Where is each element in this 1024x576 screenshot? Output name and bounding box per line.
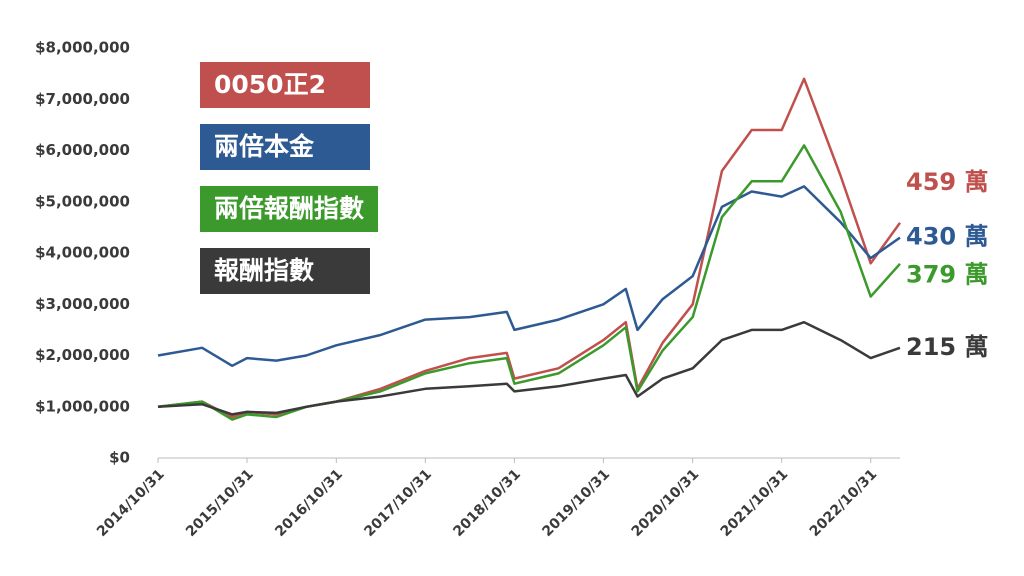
- y-tick-label: $6,000,000: [35, 141, 130, 159]
- x-tick-label: 2014/10/31: [94, 466, 168, 540]
- end-label: 430 萬: [906, 223, 988, 251]
- x-tick-label: 2018/10/31: [450, 466, 524, 540]
- legend-label: 兩倍本金: [214, 132, 315, 161]
- end-label: 215 萬: [906, 333, 988, 361]
- series-line: [157, 320, 901, 416]
- x-tick-label: 2015/10/31: [183, 466, 257, 540]
- legend-label: 0050正2: [214, 70, 326, 99]
- x-tick-label: 2022/10/31: [807, 466, 881, 540]
- y-tick-label: $2,000,000: [35, 346, 130, 364]
- series-line: [157, 185, 901, 368]
- y-tick-label: $0: [109, 449, 130, 467]
- legend-label: 報酬指數: [214, 256, 314, 285]
- legend-box: [200, 248, 370, 294]
- x-tick-label: 2016/10/31: [272, 466, 346, 540]
- legend-item: 兩倍報酬指數: [200, 186, 379, 232]
- legend-item: 0050正2: [200, 62, 370, 108]
- end-label: 379 萬: [906, 261, 988, 289]
- y-tick-label: $5,000,000: [35, 192, 130, 210]
- y-tick-label: $8,000,000: [35, 39, 130, 57]
- x-tick-label: 2021/10/31: [718, 466, 792, 540]
- y-tick-label: $1,000,000: [35, 397, 130, 415]
- legend-label: 兩倍報酬指數: [214, 194, 364, 223]
- x-tick-label: 2017/10/31: [361, 466, 435, 540]
- legend-box: [200, 124, 370, 170]
- legend-box: [200, 186, 379, 232]
- x-tick-label: 2019/10/31: [539, 466, 613, 540]
- legend-box: [200, 62, 370, 108]
- y-tick-label: $7,000,000: [35, 90, 130, 108]
- legend-item: 兩倍本金: [200, 124, 370, 170]
- x-tick-label: 2020/10/31: [629, 466, 703, 540]
- series-line: [157, 77, 902, 419]
- y-tick-label: $3,000,000: [35, 295, 130, 313]
- y-tick-label: $4,000,000: [35, 244, 130, 262]
- end-label: 459 萬: [906, 168, 988, 196]
- legend-item: 報酬指數: [200, 248, 370, 294]
- series-line: [157, 144, 901, 421]
